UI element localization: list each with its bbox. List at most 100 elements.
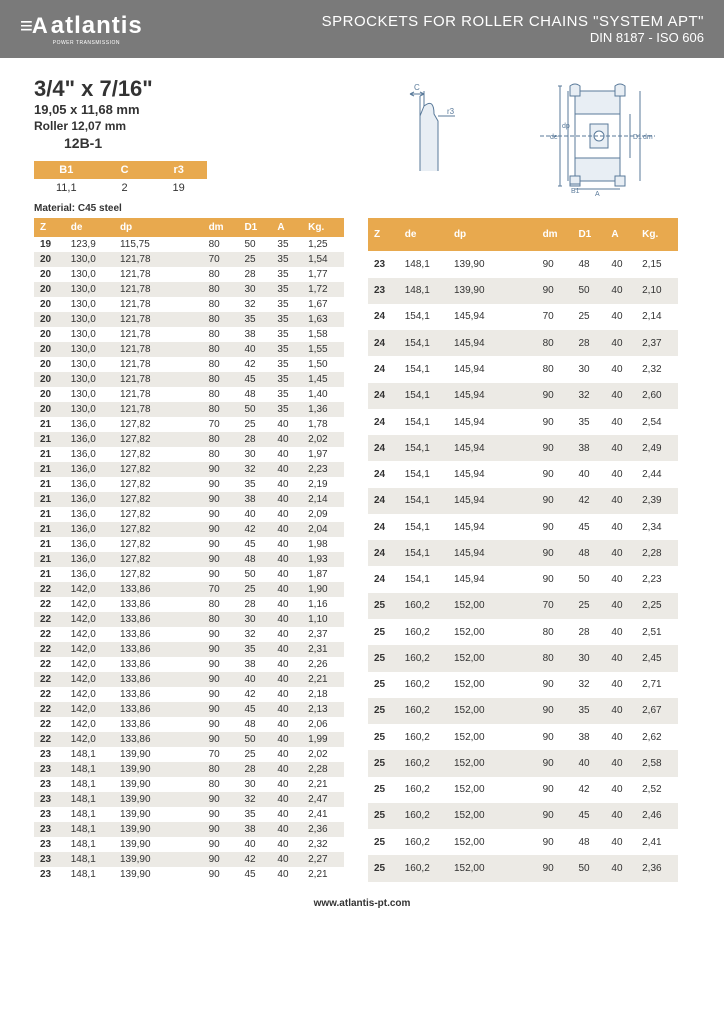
table-cell: 127,82 [114,477,171,492]
table-cell: 1,72 [302,282,344,297]
table-cell: 121,78 [114,297,171,312]
table-cell: 90 [203,567,239,582]
table-header-row: ZdedpdmD1AKg. [368,218,678,251]
table-cell: 2,31 [302,642,344,657]
header-right: SPROCKETS FOR ROLLER CHAINS "SYSTEM APT"… [322,13,704,45]
table-gap-cell [505,724,537,750]
table-cell: 40 [238,507,271,522]
table-gap-cell [171,402,203,417]
table-cell: 45 [572,514,605,540]
table-cell: 90 [203,687,239,702]
table-cell: 154,1 [399,488,448,514]
table-cell: 48 [238,717,271,732]
table-cell: 40 [605,619,636,645]
table-th: D1 [238,218,271,237]
table-row: 21136,0127,829045401,98 [34,537,344,552]
table-cell: 40 [605,304,636,330]
table-gap-cell [171,417,203,432]
table-cell: 24 [368,514,399,540]
table-row: 22142,0133,869035402,31 [34,642,344,657]
table-cell: 90 [537,855,573,882]
table-cell: 139,90 [114,747,171,762]
table-row: 23148,1139,909032402,47 [34,792,344,807]
table-cell: 40 [271,732,302,747]
table-gap-cell [171,477,203,492]
table-cell: 20 [34,252,65,267]
table-cell: 25 [368,724,399,750]
table-cell: 2,32 [302,837,344,852]
table-cell: 22 [34,702,65,717]
table-cell: 22 [34,672,65,687]
table-cell: 25 [368,698,399,724]
table-th: dp [114,218,171,237]
table-cell: 160,2 [399,803,448,829]
table-cell: 2,26 [302,657,344,672]
table-cell: 90 [537,750,573,776]
table-cell: 20 [34,357,65,372]
table-cell: 40 [271,537,302,552]
table-row: 23148,1139,909035402,41 [34,807,344,822]
table-cell: 40 [605,383,636,409]
table-cell: 2,23 [302,462,344,477]
table-cell: 25 [368,829,399,855]
table-cell: 20 [34,372,65,387]
small-td: 11,1 [34,179,99,197]
table-gap-cell [171,717,203,732]
table-th: dm [203,218,239,237]
table-cell: 136,0 [65,477,114,492]
table-cell: 2,21 [302,867,344,882]
table-cell: 136,0 [65,552,114,567]
table-cell: 152,00 [448,724,505,750]
table-row: 23148,1139,907025402,02 [34,747,344,762]
table-cell: 127,82 [114,417,171,432]
table-cell: 35 [271,327,302,342]
table-cell: 2,21 [302,672,344,687]
table-cell: 70 [203,417,239,432]
table-cell: 1,93 [302,552,344,567]
table-cell: 25 [238,747,271,762]
table-cell: 28 [238,267,271,282]
table-cell: 90 [537,251,573,277]
table-cell: 40 [605,593,636,619]
table-gap-cell [171,567,203,582]
table-cell: 25 [368,645,399,671]
table-cell: 22 [34,582,65,597]
table-cell: 90 [537,672,573,698]
svg-text:dp: dp [562,123,570,130]
table-cell: 50 [572,566,605,592]
header-title: SPROCKETS FOR ROLLER CHAINS "SYSTEM APT" [322,13,704,30]
table-cell: 154,1 [399,409,448,435]
table-cell: 2,71 [636,672,678,698]
table-cell: 40 [271,642,302,657]
table-cell: 2,37 [636,330,678,356]
table-cell: 152,00 [448,619,505,645]
table-cell: 1,63 [302,312,344,327]
table-cell: 19 [34,237,65,252]
table-cell: 136,0 [65,537,114,552]
header-sub: DIN 8187 - ISO 606 [322,30,704,45]
table-cell: 139,90 [448,278,505,304]
table-cell: 24 [368,488,399,514]
table-cell: 32 [238,297,271,312]
table-cell: 154,1 [399,461,448,487]
table-cell: 40 [572,750,605,776]
table-cell: 20 [34,402,65,417]
table-cell: 142,0 [65,717,114,732]
table-cell: 25 [238,417,271,432]
table-cell: 40 [271,867,302,882]
table-gap-cell [171,687,203,702]
table-cell: 40 [271,447,302,462]
table-cell: 154,1 [399,514,448,540]
table-cell: 136,0 [65,417,114,432]
table-cell: 48 [238,387,271,402]
table-gap-cell [171,507,203,522]
table-cell: 160,2 [399,855,448,882]
table-cell: 40 [605,435,636,461]
table-gap-cell [171,582,203,597]
table-cell: 45 [572,803,605,829]
table-header-row: ZdedpdmD1AKg. [34,218,344,237]
table-cell: 80 [203,342,239,357]
table-cell: 40 [271,762,302,777]
table-cell: 90 [537,383,573,409]
table-cell: 25 [368,750,399,776]
